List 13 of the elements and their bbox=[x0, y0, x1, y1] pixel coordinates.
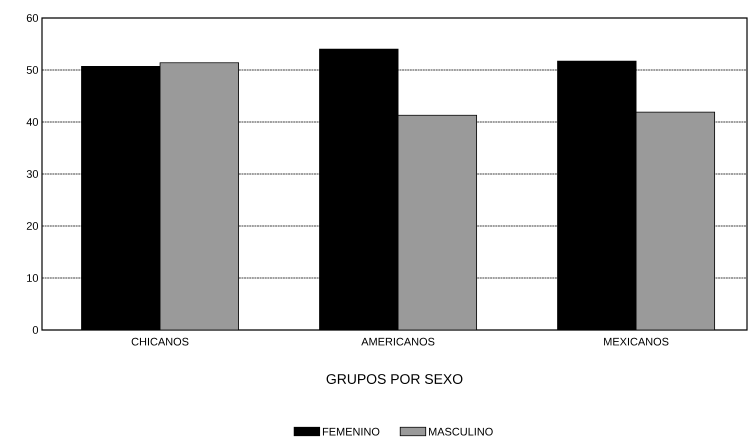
x-axis-title: GRUPOS POR SEXO bbox=[326, 374, 462, 384]
y-tick-label: 20 bbox=[26, 222, 38, 230]
y-tick-label: 0 bbox=[32, 326, 38, 334]
legend-label: MASCULINO bbox=[429, 428, 493, 436]
y-tick-label: 40 bbox=[26, 118, 38, 126]
legend-label: FEMENINO bbox=[322, 428, 380, 436]
x-tick-label: AMERICANOS bbox=[361, 338, 434, 346]
x-tick-label: CHICANOS bbox=[132, 338, 188, 346]
y-tick-label: 10 bbox=[27, 274, 38, 282]
y-tick-label: 60 bbox=[26, 14, 38, 22]
y-tick-label: 30 bbox=[26, 170, 38, 178]
y-tick-label: 50 bbox=[26, 66, 38, 74]
x-tick-label: MEXICANOS bbox=[604, 338, 668, 346]
